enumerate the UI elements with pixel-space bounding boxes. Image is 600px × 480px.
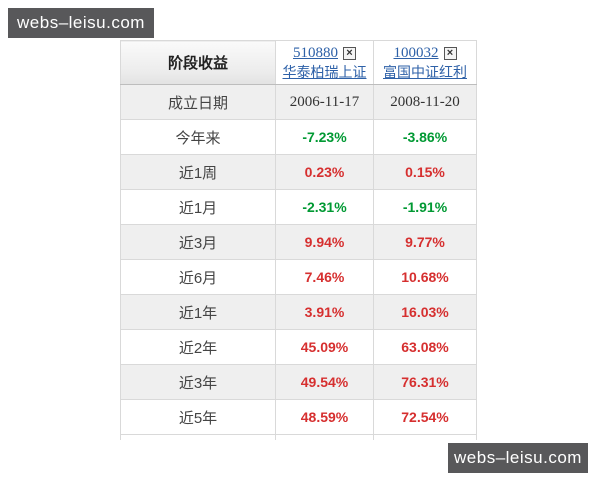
cell-value: 9.94% — [275, 224, 374, 260]
table-row: 今年来 -7.23% -3.86% — [120, 119, 477, 155]
row-label: 近1年 — [120, 294, 276, 330]
row-label: 近1月 — [120, 189, 276, 225]
table-row: 近6月 7.46% 10.68% — [120, 259, 477, 295]
row-label: 近3年 — [120, 364, 276, 400]
cell-value: 49.54% — [275, 364, 374, 400]
fund-header-1: 510880 × 华泰柏瑞上证 — [275, 40, 374, 85]
table-row: 近1周 0.23% 0.15% — [120, 154, 477, 190]
cell-value: 76.31% — [373, 364, 477, 400]
cell-value: 10.68% — [373, 259, 477, 295]
fund-comparison-panel: 阶段收益 510880 × 华泰柏瑞上证 100032 × 富国中证红利 — [120, 40, 477, 440]
cutoff-row — [120, 434, 477, 440]
cell-value: 9.77% — [373, 224, 477, 260]
table-row: 近1年 3.91% 16.03% — [120, 294, 477, 330]
cell-value: -2.31% — [275, 189, 374, 225]
cell-value: 63.08% — [373, 329, 477, 365]
table-row: 近1月 -2.31% -1.91% — [120, 189, 477, 225]
fund-name-link[interactable]: 华泰柏瑞上证 — [282, 64, 367, 80]
cell-value: 3.91% — [275, 294, 374, 330]
cell-value: -1.91% — [373, 189, 477, 225]
cell-value: 72.54% — [373, 399, 477, 435]
row-label: 近5年 — [120, 399, 276, 435]
row-label: 近2年 — [120, 329, 276, 365]
fund-header-2: 100032 × 富国中证红利 — [373, 40, 477, 85]
cell-value: 48.59% — [275, 399, 374, 435]
row-label: 近3月 — [120, 224, 276, 260]
cell-value: 7.46% — [275, 259, 374, 295]
cell-value: 16.03% — [373, 294, 477, 330]
table-row: 成立日期 2006-11-17 2008-11-20 — [120, 84, 477, 120]
cell-value: 2006-11-17 — [275, 84, 374, 120]
row-label: 近6月 — [120, 259, 276, 295]
watermark-top-left: webs–leisu.com — [8, 8, 154, 38]
fund-code-link[interactable]: 510880 — [293, 45, 338, 61]
table-row: 近2年 45.09% 63.08% — [120, 329, 477, 365]
fund-compare-table: 阶段收益 510880 × 华泰柏瑞上证 100032 × 富国中证红利 — [120, 40, 477, 440]
cell-value: 0.23% — [275, 154, 374, 190]
close-icon[interactable]: × — [443, 47, 457, 60]
cell-value: 0.15% — [373, 154, 477, 190]
fund-code-link[interactable]: 100032 — [393, 45, 439, 61]
fund-name-link[interactable]: 富国中证红利 — [383, 64, 467, 80]
table-row: 近3年 49.54% 76.31% — [120, 364, 477, 400]
cell-value: 45.09% — [275, 329, 374, 365]
table-header-row: 阶段收益 510880 × 华泰柏瑞上证 100032 × 富国中证红利 — [120, 40, 477, 85]
table-row: 近3月 9.94% 9.77% — [120, 224, 477, 260]
close-icon[interactable]: × — [343, 47, 356, 60]
table-corner-header: 阶段收益 — [120, 40, 276, 85]
row-label: 成立日期 — [120, 84, 276, 120]
cell-value: 2008-11-20 — [373, 84, 477, 120]
cell-value: -7.23% — [275, 119, 374, 155]
watermark-bottom-right: webs–leisu.com — [448, 443, 588, 473]
row-label: 今年来 — [120, 119, 276, 155]
cell-value: -3.86% — [373, 119, 477, 155]
row-label: 近1周 — [120, 154, 276, 190]
table-row: 近5年 48.59% 72.54% — [120, 399, 477, 435]
